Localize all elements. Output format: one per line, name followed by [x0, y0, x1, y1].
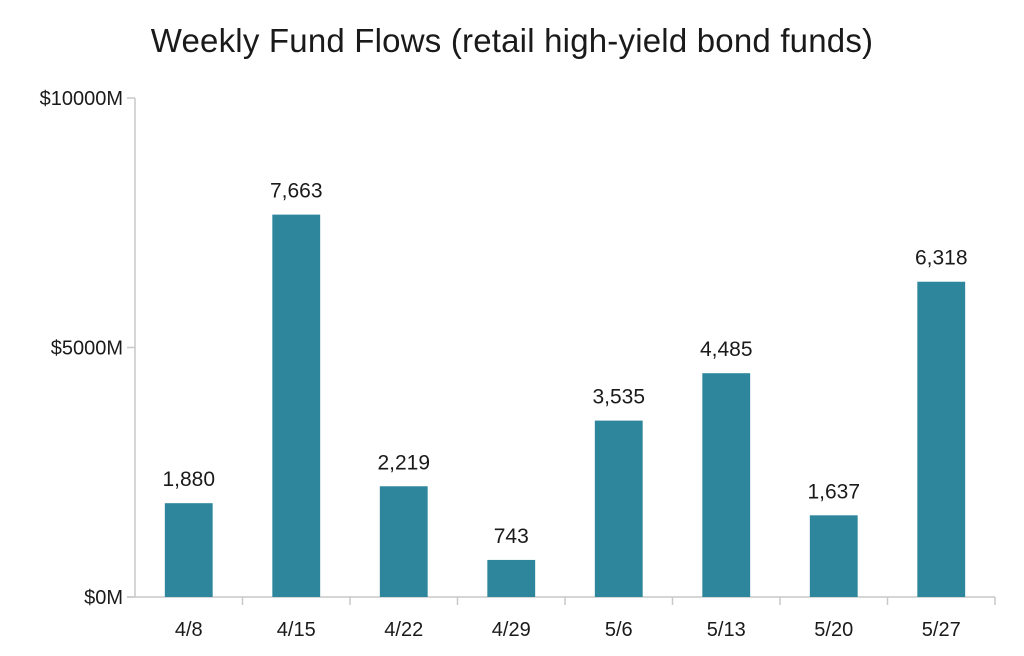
bar-4-22 — [379, 486, 428, 597]
bar-4-29 — [487, 559, 536, 597]
y-tick-label: $0M — [84, 587, 123, 609]
bar-5-6 — [594, 420, 643, 597]
x-axis-ticks: 4/8 4/15 4/22 4/29 5/6 5/13 5/20 5/27 — [175, 597, 996, 641]
x-tick-label: 4/22 — [384, 619, 423, 641]
bar-4-15 — [272, 214, 321, 597]
x-tick-label: 4/29 — [492, 619, 531, 641]
x-tick-label: 5/20 — [814, 619, 853, 641]
bar-5-27 — [917, 281, 966, 597]
bar-4-8 — [164, 503, 213, 597]
y-axis-ticks: $0M $5000M $10000M — [40, 88, 135, 609]
data-label: 1,637 — [807, 480, 860, 503]
data-label: 1,880 — [162, 468, 215, 491]
data-label: 7,663 — [270, 180, 323, 203]
x-tick-label: 5/6 — [605, 619, 633, 641]
data-label: 4,485 — [700, 338, 753, 361]
x-tick-label: 5/27 — [922, 619, 961, 641]
data-label: 743 — [494, 525, 529, 548]
bars — [164, 214, 966, 597]
data-labels: 1,880 7,663 2,219 743 3,535 4,485 1,637 6,318 — [162, 180, 967, 548]
axes — [127, 98, 995, 598]
data-label: 2,219 — [377, 451, 430, 474]
bar-5-13 — [702, 373, 751, 597]
bar-5-20 — [809, 515, 858, 597]
chart-title: Weekly Fund Flows (retail high-yield bon… — [150, 22, 874, 59]
x-tick-label: 5/13 — [707, 619, 746, 641]
y-tick-label: $10000M — [40, 88, 123, 110]
x-tick-label: 4/8 — [175, 619, 203, 641]
data-label: 3,535 — [592, 386, 645, 409]
data-label: 6,318 — [915, 247, 968, 270]
y-tick-label: $5000M — [51, 338, 123, 360]
x-tick-label: 4/15 — [277, 619, 316, 641]
